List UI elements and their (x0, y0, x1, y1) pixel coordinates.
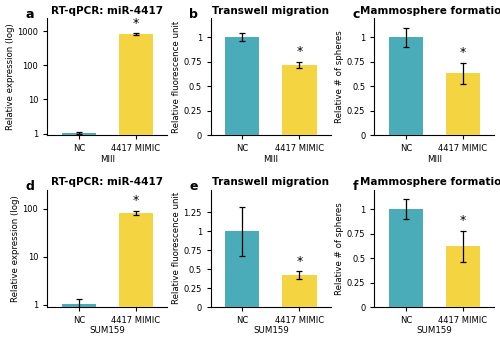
Bar (282, 65, 316, 135)
Bar (62, 304, 96, 341)
X-axis label: MIII: MIII (264, 154, 278, 164)
Bar (388, 37, 423, 135)
Bar (446, 74, 480, 135)
Text: b: b (190, 8, 198, 21)
Bar (282, 275, 316, 307)
Text: a: a (26, 8, 34, 21)
Text: *: * (296, 255, 302, 268)
X-axis label: SUM159: SUM159 (253, 326, 289, 336)
Y-axis label: Relative expression (log): Relative expression (log) (11, 195, 20, 302)
Text: d: d (26, 180, 34, 193)
Text: e: e (190, 180, 198, 193)
Text: *: * (460, 46, 466, 59)
Y-axis label: Relative fluorescence unit: Relative fluorescence unit (172, 192, 180, 305)
Bar (446, 246, 480, 307)
Text: *: * (296, 45, 302, 58)
Title: RT-qPCR: miR-4417: RT-qPCR: miR-4417 (52, 5, 164, 16)
Title: Transwell migration: Transwell migration (212, 5, 330, 16)
Text: *: * (460, 214, 466, 227)
X-axis label: MIII: MIII (100, 154, 115, 164)
Y-axis label: Relative # of spheres: Relative # of spheres (335, 202, 344, 295)
Title: RT-qPCR: miR-4417: RT-qPCR: miR-4417 (52, 177, 164, 188)
Bar (62, 133, 96, 341)
Bar (225, 231, 260, 307)
Text: f: f (353, 180, 358, 193)
Title: Transwell migration: Transwell migration (212, 177, 330, 188)
X-axis label: SUM159: SUM159 (416, 326, 452, 336)
Bar (225, 37, 260, 135)
Bar (388, 209, 423, 307)
Y-axis label: Relative fluorescence unit: Relative fluorescence unit (172, 20, 180, 133)
Text: c: c (353, 8, 360, 21)
X-axis label: SUM159: SUM159 (90, 326, 126, 336)
Title: Mammosphere formation: Mammosphere formation (360, 5, 500, 16)
Bar (119, 213, 153, 341)
Bar (119, 34, 153, 341)
Text: *: * (133, 17, 139, 30)
Title: Mammosphere formation: Mammosphere formation (360, 177, 500, 188)
X-axis label: MIII: MIII (427, 154, 442, 164)
Y-axis label: Relative # of spheres: Relative # of spheres (335, 30, 344, 123)
Text: *: * (133, 193, 139, 207)
Y-axis label: Relative expression (log): Relative expression (log) (6, 23, 15, 130)
